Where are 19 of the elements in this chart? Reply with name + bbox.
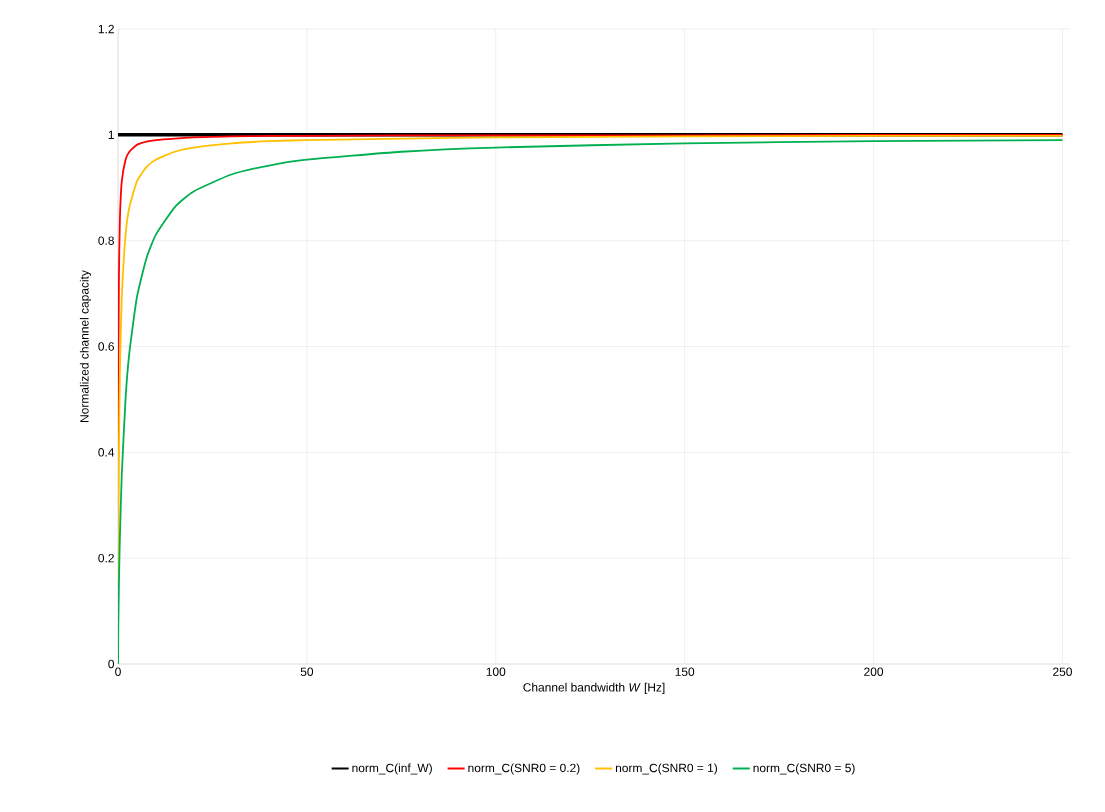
x-axis-title: Channel bandwidth W [Hz] bbox=[523, 682, 665, 694]
legend-label: norm_C(SNR0 = 1) bbox=[615, 763, 718, 775]
x-tick-label: 200 bbox=[864, 667, 884, 676]
y-tick-label: 0.4 bbox=[98, 448, 115, 457]
y-axis-title: Normalized channel capacity bbox=[79, 270, 92, 422]
y-tick-label: 1.2 bbox=[98, 24, 114, 34]
y-tick-label: 0.2 bbox=[98, 553, 114, 563]
x-tick-label: 50 bbox=[300, 667, 314, 676]
x-tick-label: 250 bbox=[1053, 667, 1072, 676]
y-tick-label: 0.6 bbox=[98, 342, 114, 351]
x-tick-label: 0 bbox=[115, 667, 121, 676]
legend-label: norm_C(inf_W) bbox=[352, 763, 432, 775]
y-tick-label: 0 bbox=[108, 659, 115, 669]
legend-label: norm_C(SNR0 = 0.2) bbox=[468, 763, 580, 775]
y-tick-label: 1 bbox=[108, 130, 114, 139]
x-tick-label: 150 bbox=[675, 667, 695, 676]
x-tick-label: 100 bbox=[486, 667, 506, 676]
y-tick-label: 0.8 bbox=[98, 236, 114, 245]
legend-label: norm_C(SNR0 = 5) bbox=[753, 763, 855, 775]
